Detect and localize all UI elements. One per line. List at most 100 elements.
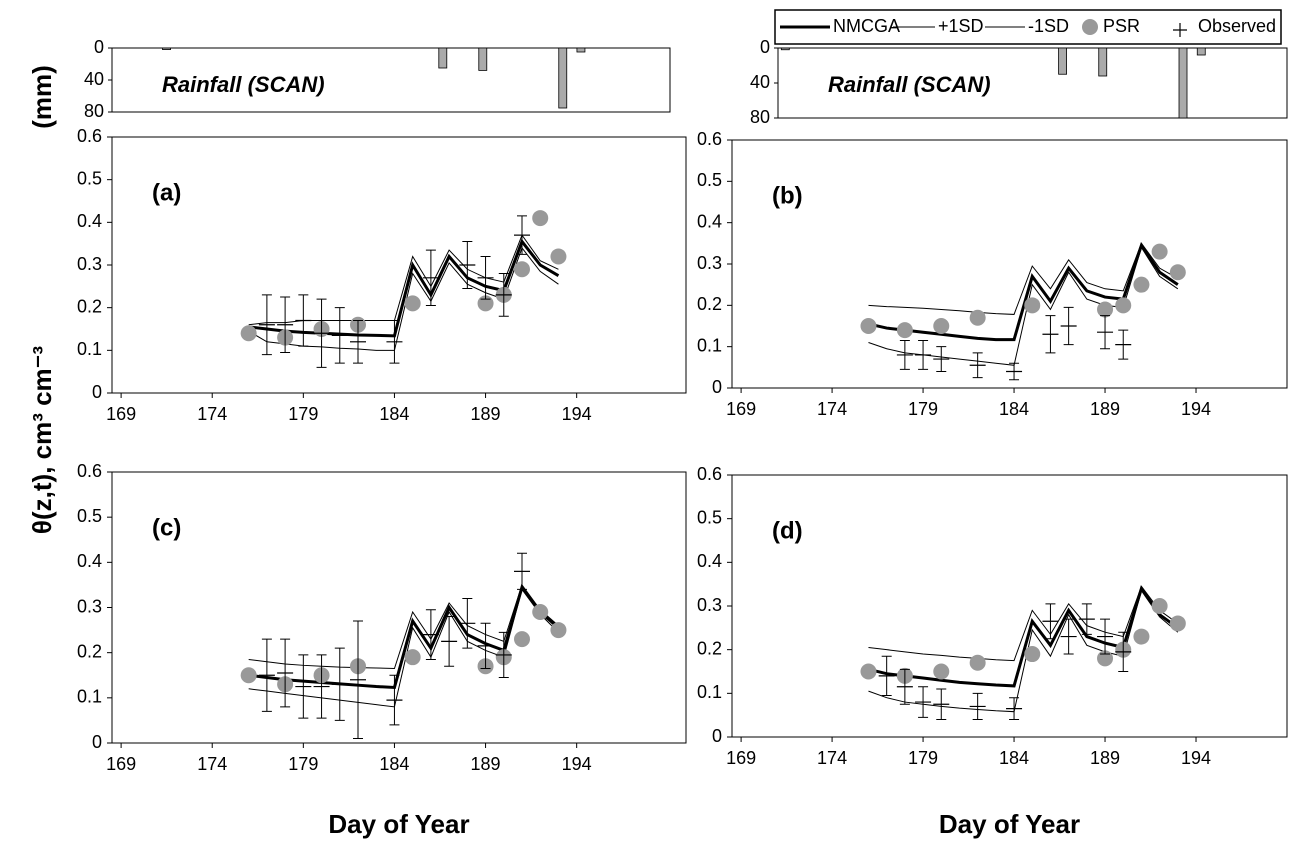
panel-label: (d) bbox=[772, 517, 803, 544]
y-tick-label: 0.2 bbox=[77, 296, 102, 316]
rain-bar bbox=[1058, 47, 1068, 75]
rain-title: Rainfall (SCAN) bbox=[162, 72, 325, 97]
y-tick-label: 0 bbox=[712, 377, 722, 397]
model-line bbox=[248, 238, 560, 338]
x-tick-label: 179 bbox=[908, 748, 938, 768]
psr-point bbox=[514, 631, 530, 648]
x-tick-label: 179 bbox=[288, 404, 318, 424]
model-line bbox=[868, 242, 1179, 342]
rain-bar bbox=[1178, 47, 1188, 119]
legend-label: -1SD bbox=[1028, 16, 1069, 36]
y-tick-label: 0.3 bbox=[697, 253, 722, 273]
psr-point bbox=[550, 248, 567, 265]
psr-point bbox=[896, 322, 913, 339]
y-axis-title: θ(z,t), cm³ cm⁻³ bbox=[27, 346, 57, 534]
y-tick-label: 0.5 bbox=[77, 506, 102, 526]
y-tick-label: 0.6 bbox=[77, 461, 102, 481]
rain-bar bbox=[478, 47, 488, 71]
y-axis-title: (mm) bbox=[27, 65, 57, 129]
y-tick-label: 0.5 bbox=[697, 170, 722, 190]
y-tick-label: 0.4 bbox=[77, 551, 102, 571]
y-tick-label: 0.3 bbox=[77, 254, 102, 274]
x-tick-label: 194 bbox=[562, 754, 592, 774]
psr-point bbox=[532, 604, 549, 621]
x-tick-label: 169 bbox=[726, 748, 756, 768]
psr-point bbox=[404, 295, 421, 312]
legend-label: +1SD bbox=[938, 16, 984, 36]
x-tick-label: 194 bbox=[1181, 748, 1211, 768]
psr-point bbox=[1097, 301, 1114, 318]
legend-label: PSR bbox=[1103, 16, 1140, 36]
panel-label: (a) bbox=[152, 179, 181, 206]
plot-frame bbox=[731, 139, 1288, 389]
y-tick-label: 0.1 bbox=[77, 339, 102, 359]
legend-swatch bbox=[1082, 19, 1098, 35]
x-tick-label: 194 bbox=[1181, 399, 1211, 419]
legend-swatch bbox=[1173, 23, 1187, 37]
x-tick-label: 169 bbox=[106, 754, 136, 774]
panel-label: (c) bbox=[152, 514, 181, 541]
x-tick-label: 174 bbox=[817, 748, 847, 768]
psr-point bbox=[1169, 264, 1186, 281]
psr-point bbox=[240, 325, 257, 342]
rain-bar bbox=[780, 47, 790, 51]
psr-point bbox=[860, 663, 877, 680]
y-tick-label: 0.3 bbox=[697, 595, 722, 615]
psr-point bbox=[933, 663, 950, 680]
psr-point bbox=[240, 667, 257, 684]
legend-label: NMCGA bbox=[833, 16, 900, 36]
x-tick-label: 189 bbox=[471, 404, 501, 424]
model-line bbox=[868, 242, 1179, 315]
model-line bbox=[868, 585, 1179, 662]
x-tick-label: 184 bbox=[999, 399, 1029, 419]
x-tick-label: 174 bbox=[817, 399, 847, 419]
rain-bar bbox=[162, 47, 171, 51]
rain-bar bbox=[1098, 47, 1108, 77]
model-line bbox=[868, 585, 1179, 688]
x-tick-label: 174 bbox=[197, 754, 227, 774]
psr-point bbox=[1133, 628, 1150, 645]
rain-title: Rainfall (SCAN) bbox=[828, 72, 991, 97]
plot-frame bbox=[111, 471, 687, 744]
x-tick-label: 179 bbox=[908, 399, 938, 419]
rain-bar bbox=[576, 47, 586, 53]
y-tick-label: 0 bbox=[92, 382, 102, 402]
y-tick-label: 0 bbox=[94, 37, 104, 57]
y-tick-label: 0.6 bbox=[697, 129, 722, 149]
model-line bbox=[248, 583, 560, 690]
x-tick-label: 169 bbox=[726, 399, 756, 419]
panel-label: (b) bbox=[772, 182, 803, 209]
plot-frame bbox=[111, 136, 687, 394]
y-tick-label: 0.3 bbox=[77, 596, 102, 616]
psr-point bbox=[969, 654, 986, 671]
psr-point bbox=[1169, 615, 1186, 632]
y-tick-label: 0.6 bbox=[697, 464, 722, 484]
psr-point bbox=[514, 261, 530, 278]
y-tick-label: 0.1 bbox=[697, 335, 722, 355]
psr-point bbox=[1133, 276, 1150, 293]
psr-point bbox=[1151, 243, 1168, 260]
legend-label: Observed bbox=[1198, 16, 1276, 36]
y-tick-label: 0.4 bbox=[697, 551, 722, 571]
y-tick-label: 0 bbox=[92, 732, 102, 752]
psr-point bbox=[1151, 598, 1168, 614]
y-tick-label: 40 bbox=[750, 72, 770, 92]
y-tick-label: 0.5 bbox=[697, 507, 722, 527]
y-tick-label: 0.5 bbox=[77, 168, 102, 188]
x-tick-label: 189 bbox=[471, 754, 501, 774]
x-tick-label: 189 bbox=[1090, 399, 1120, 419]
y-tick-label: 40 bbox=[84, 69, 104, 89]
rain-bar bbox=[1196, 47, 1206, 56]
psr-point bbox=[860, 318, 877, 334]
y-tick-label: 0 bbox=[760, 37, 770, 57]
x-axis-title: Day of Year bbox=[328, 809, 469, 839]
x-tick-label: 174 bbox=[197, 404, 227, 424]
y-tick-label: 0.6 bbox=[77, 126, 102, 146]
psr-point bbox=[1024, 646, 1041, 663]
y-tick-label: 0 bbox=[712, 726, 722, 746]
psr-point bbox=[1115, 297, 1132, 314]
rain-bar bbox=[438, 47, 448, 69]
y-tick-label: 80 bbox=[84, 101, 104, 121]
x-tick-label: 189 bbox=[1090, 748, 1120, 768]
